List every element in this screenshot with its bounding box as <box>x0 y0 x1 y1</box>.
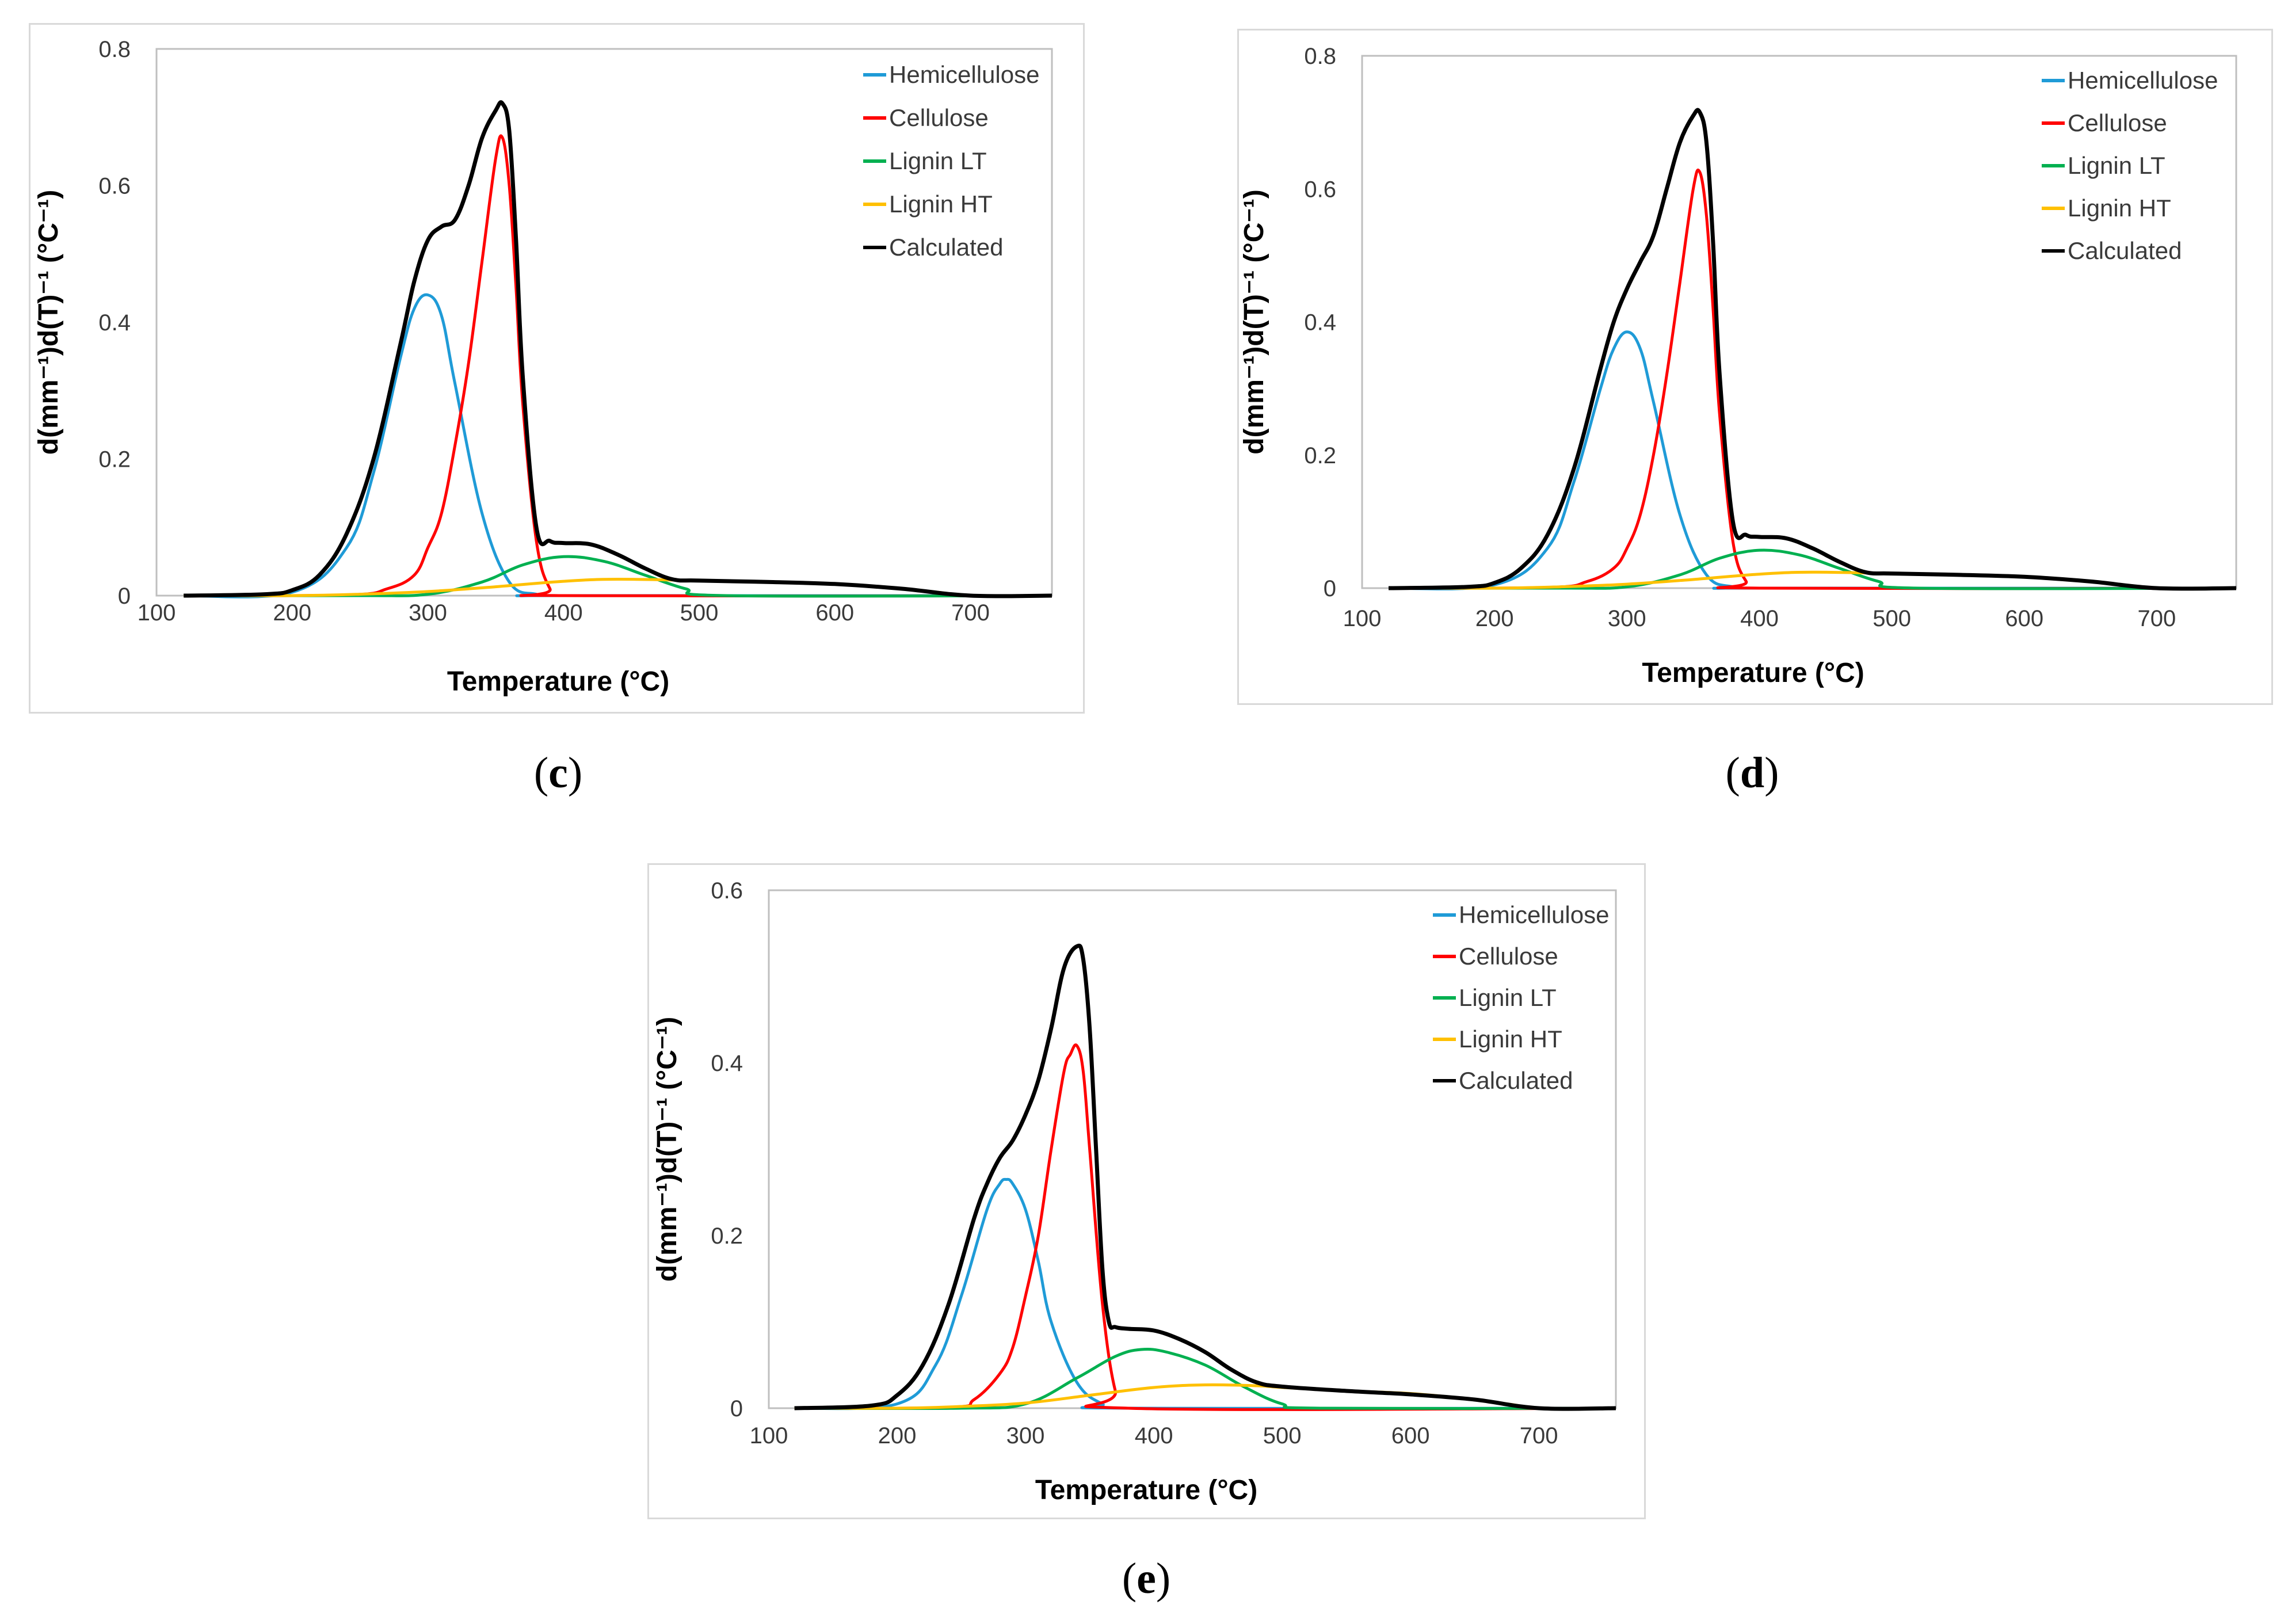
legend-label: Cellulose <box>889 104 989 131</box>
series-line-calculated <box>794 943 1616 1411</box>
y-tick-label: 0.2 <box>711 1223 743 1249</box>
y-axis-title: d(mm⁻¹)d(T)⁻¹ (°C⁻¹) <box>33 190 64 455</box>
y-tick-label: 0.6 <box>1304 177 1336 202</box>
y-tick-label: 0.6 <box>711 878 743 904</box>
x-tick-label: 400 <box>544 600 583 626</box>
caption-e-close: ) <box>1156 1554 1171 1603</box>
legend-label: Lignin HT <box>889 190 993 218</box>
caption-d-open: ( <box>1725 749 1740 797</box>
y-tick-label: 0.4 <box>98 310 131 336</box>
y-tick-label: 0.8 <box>98 37 131 62</box>
series-line-lignin-lt <box>794 1347 1616 1410</box>
caption-c-open: ( <box>533 749 549 797</box>
series-line-calculated <box>184 100 1053 598</box>
x-tick-label: 100 <box>750 1423 788 1448</box>
legend-label: Cellulose <box>2068 109 2167 136</box>
caption-e-letter: e <box>1137 1554 1156 1603</box>
series-line-cellulose <box>1388 168 2237 590</box>
caption-c-letter: c <box>548 749 568 797</box>
caption-d: (d) <box>1666 748 1839 798</box>
x-tick-label: 400 <box>1135 1423 1173 1448</box>
caption-d-letter: d <box>1740 749 1765 797</box>
x-tick-label: 700 <box>951 600 990 626</box>
legend-label: Calculated <box>889 234 1003 261</box>
x-tick-label: 500 <box>680 600 719 626</box>
y-tick-label: 0.4 <box>711 1051 743 1076</box>
legend-label: Hemicellulose <box>1459 901 1609 928</box>
chart-d: 100 200 300 400 500 600 700 0 0.2 0.4 0.6 0.8 Temper… <box>1239 44 2237 688</box>
x-tick-label: 700 <box>1520 1423 1558 1448</box>
legend-label: Lignin LT <box>889 147 987 174</box>
x-tick-label: 600 <box>2005 606 2043 631</box>
x-tick-label: 200 <box>878 1423 917 1448</box>
x-tick-label: 300 <box>409 600 447 626</box>
y-tick-label: 0 <box>730 1396 743 1421</box>
x-axis-title: Temperature (°C) <box>1035 1475 1257 1505</box>
legend-label: Lignin HT <box>2068 195 2171 222</box>
y-tick-label: 0 <box>1324 576 1336 601</box>
caption-c-close: ) <box>567 749 583 797</box>
series-line-cellulose <box>794 1043 1616 1411</box>
legend-label: Hemicellulose <box>889 61 1039 88</box>
caption-d-close: ) <box>1764 749 1779 797</box>
x-tick-label: 200 <box>273 600 311 626</box>
series-line-lignin-lt <box>184 555 1053 598</box>
y-axis-title: d(mm⁻¹)d(T)⁻¹ (°C⁻¹) <box>1239 189 1269 454</box>
series-line-lignin-lt <box>1388 548 2237 590</box>
chart-e: 100 200 300 400 500 600 700 0 0.2 0.4 0.6 Temperatu… <box>652 878 1617 1505</box>
x-tick-label: 500 <box>1873 606 1911 631</box>
legend-label: Lignin LT <box>1459 984 1557 1011</box>
y-tick-label: 0.4 <box>1304 310 1336 336</box>
series-line-cellulose <box>184 134 1053 598</box>
y-tick-label: 0.8 <box>1304 44 1336 69</box>
legend-label: Lignin LT <box>2068 152 2165 179</box>
x-tick-label: 600 <box>1391 1423 1430 1448</box>
x-tick-label: 200 <box>1475 606 1514 631</box>
x-tick-label: 300 <box>1608 606 1646 631</box>
x-tick-label: 300 <box>1006 1423 1045 1448</box>
legend-label: Hemicellulose <box>2068 67 2218 94</box>
y-axis-title: d(mm⁻¹)d(T)⁻¹ (°C⁻¹) <box>652 1017 682 1282</box>
y-tick-label: 0.2 <box>98 447 131 472</box>
x-axis-title: Temperature (°C) <box>1642 658 1864 688</box>
legend-label: Calculated <box>2068 237 2182 264</box>
caption-e-open: ( <box>1122 1554 1137 1603</box>
legend-label: Calculated <box>1459 1067 1573 1094</box>
x-tick-label: 100 <box>1343 606 1382 631</box>
x-tick-label: 500 <box>1263 1423 1302 1448</box>
caption-c: (c) <box>472 748 645 798</box>
y-tick-label: 0.2 <box>1304 443 1336 468</box>
x-tick-label: 600 <box>815 600 854 626</box>
x-axis-title: Temperature (°C) <box>447 666 669 697</box>
caption-e: (e) <box>1060 1554 1233 1604</box>
y-tick-label: 0 <box>118 584 131 609</box>
x-tick-label: 100 <box>138 600 176 626</box>
series-line-calculated <box>1388 108 2237 591</box>
x-tick-label: 400 <box>1740 606 1779 631</box>
chart-c: 100 200 300 400 500 600 700 0 0.2 0.4 0.6 0.8 Temper… <box>33 37 1053 697</box>
series-line-lignin-ht <box>794 1383 1616 1410</box>
legend-label: Cellulose <box>1459 943 1558 970</box>
x-tick-label: 700 <box>2138 606 2176 631</box>
legend-label: Lignin HT <box>1459 1026 1562 1053</box>
y-tick-label: 0.6 <box>98 174 131 199</box>
